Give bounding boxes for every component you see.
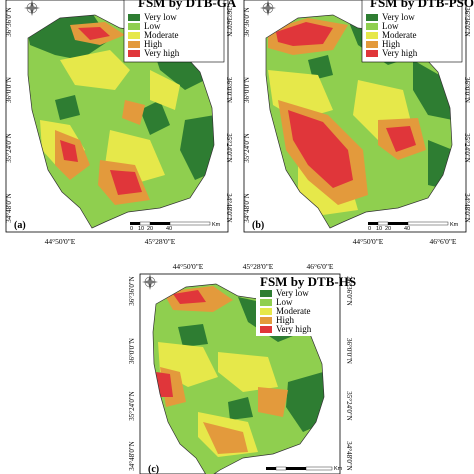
north-arrow-icon [142, 274, 158, 290]
lat-label: 34°48'0"N [243, 193, 251, 222]
lat-label: 34°48'0"N [225, 193, 233, 222]
scale-tick: 40 [166, 226, 172, 232]
legend-low: Low [144, 21, 161, 31]
lon-label: 44°50'0"E [173, 262, 204, 271]
scale-bar [130, 221, 211, 226]
panel-label: (a) [14, 220, 26, 231]
susceptibility-map [266, 15, 452, 228]
legend [256, 276, 338, 336]
legend-low: Low [276, 297, 293, 307]
legend-high: High [382, 39, 401, 49]
north-arrow-icon [24, 0, 40, 16]
lat-label: 36°0'0"N [463, 77, 471, 103]
legend-very-low: Very low [276, 288, 309, 298]
lon-label: 46°6'0"E [430, 237, 457, 246]
map-panel-b: FSM by DTB-PSO Very low Low Moderate Hig… [238, 0, 474, 260]
scale-tick: 10 [376, 226, 382, 232]
map-panel-a: FSM by DTB-GA Very low Low Moderate High… [0, 0, 236, 260]
lat-label: 34°48'0"N [345, 441, 353, 470]
lat-label: 36°0'0"N [225, 77, 233, 103]
lat-label: 36°36'0"N [225, 7, 233, 36]
lat-label: 36°0'0"N [5, 77, 13, 103]
map-title: FSM by DTB-PSO [370, 0, 474, 10]
lat-label: 36°0'0"N [128, 338, 136, 364]
scale-tick: 20 [147, 226, 153, 232]
lon-label: 44°50'0"E [353, 237, 384, 246]
lat-label: 35°24'0"N [5, 133, 13, 162]
lon-label: 44°50'0"E [45, 237, 76, 246]
legend-high: High [144, 39, 163, 49]
legend-very-high: Very high [276, 324, 312, 334]
panel-label: (c) [148, 464, 159, 474]
lat-label: 34°48'0"N [463, 193, 471, 222]
lat-label: 36°36'0"N [243, 7, 251, 36]
lon-label: 46°6'0"E [307, 262, 334, 271]
north-arrow-icon [260, 0, 276, 16]
lat-label: 36°36'0"N [463, 7, 471, 36]
legend-moderate: Moderate [382, 30, 416, 40]
legend-very-low: Very low [144, 12, 177, 22]
lat-label: 34°48'0"N [5, 193, 13, 222]
legend-low: Low [382, 21, 399, 31]
scale-tick: 20 [385, 226, 391, 232]
scale-tick: 0 [368, 226, 371, 232]
legend [123, 0, 225, 63]
scale-tick: 10 [138, 226, 144, 232]
scale-bar [266, 466, 333, 471]
scale-bar [368, 221, 449, 226]
legend-moderate: Moderate [144, 30, 178, 40]
lat-label: 36°36'0"N [5, 7, 13, 36]
lat-label: 35°24'0"N [128, 391, 136, 420]
map-title: FSM by DTB-HS [260, 274, 356, 289]
scale-unit: Km [334, 466, 343, 472]
lat-label: 36°0'0"N [345, 338, 353, 364]
scale-tick: 40 [404, 226, 410, 232]
lat-label: 35°24'0"N [243, 133, 251, 162]
scale-unit: Km [450, 222, 459, 228]
lat-label: 35°24'0"N [225, 133, 233, 162]
legend [361, 0, 463, 63]
panel-label: (b) [252, 220, 264, 231]
map-title: FSM by DTB-GA [138, 0, 236, 10]
map-panel-c: 44°50'0"E 45°28'0"E 46°6'0"E [118, 256, 356, 474]
scale-tick: 0 [130, 226, 133, 232]
scale-unit: Km [212, 222, 221, 228]
lat-label: 36°36'0"N [345, 276, 353, 305]
lat-label: 35°24'0"N [345, 391, 353, 420]
lon-label: 45°28'0"E [145, 237, 176, 246]
legend-very-high: Very high [382, 48, 418, 58]
lat-label: 35°24'0"N [463, 133, 471, 162]
legend-moderate: Moderate [276, 306, 310, 316]
lat-label: 36°0'0"N [243, 77, 251, 103]
legend-very-low: Very low [382, 12, 415, 22]
lon-label: 45°28'0"E [243, 262, 274, 271]
legend-very-high: Very high [144, 48, 180, 58]
lat-label: 34°48'0"N [128, 441, 136, 470]
legend-high: High [276, 315, 295, 325]
lat-label: 36°36'0"N [128, 276, 136, 305]
